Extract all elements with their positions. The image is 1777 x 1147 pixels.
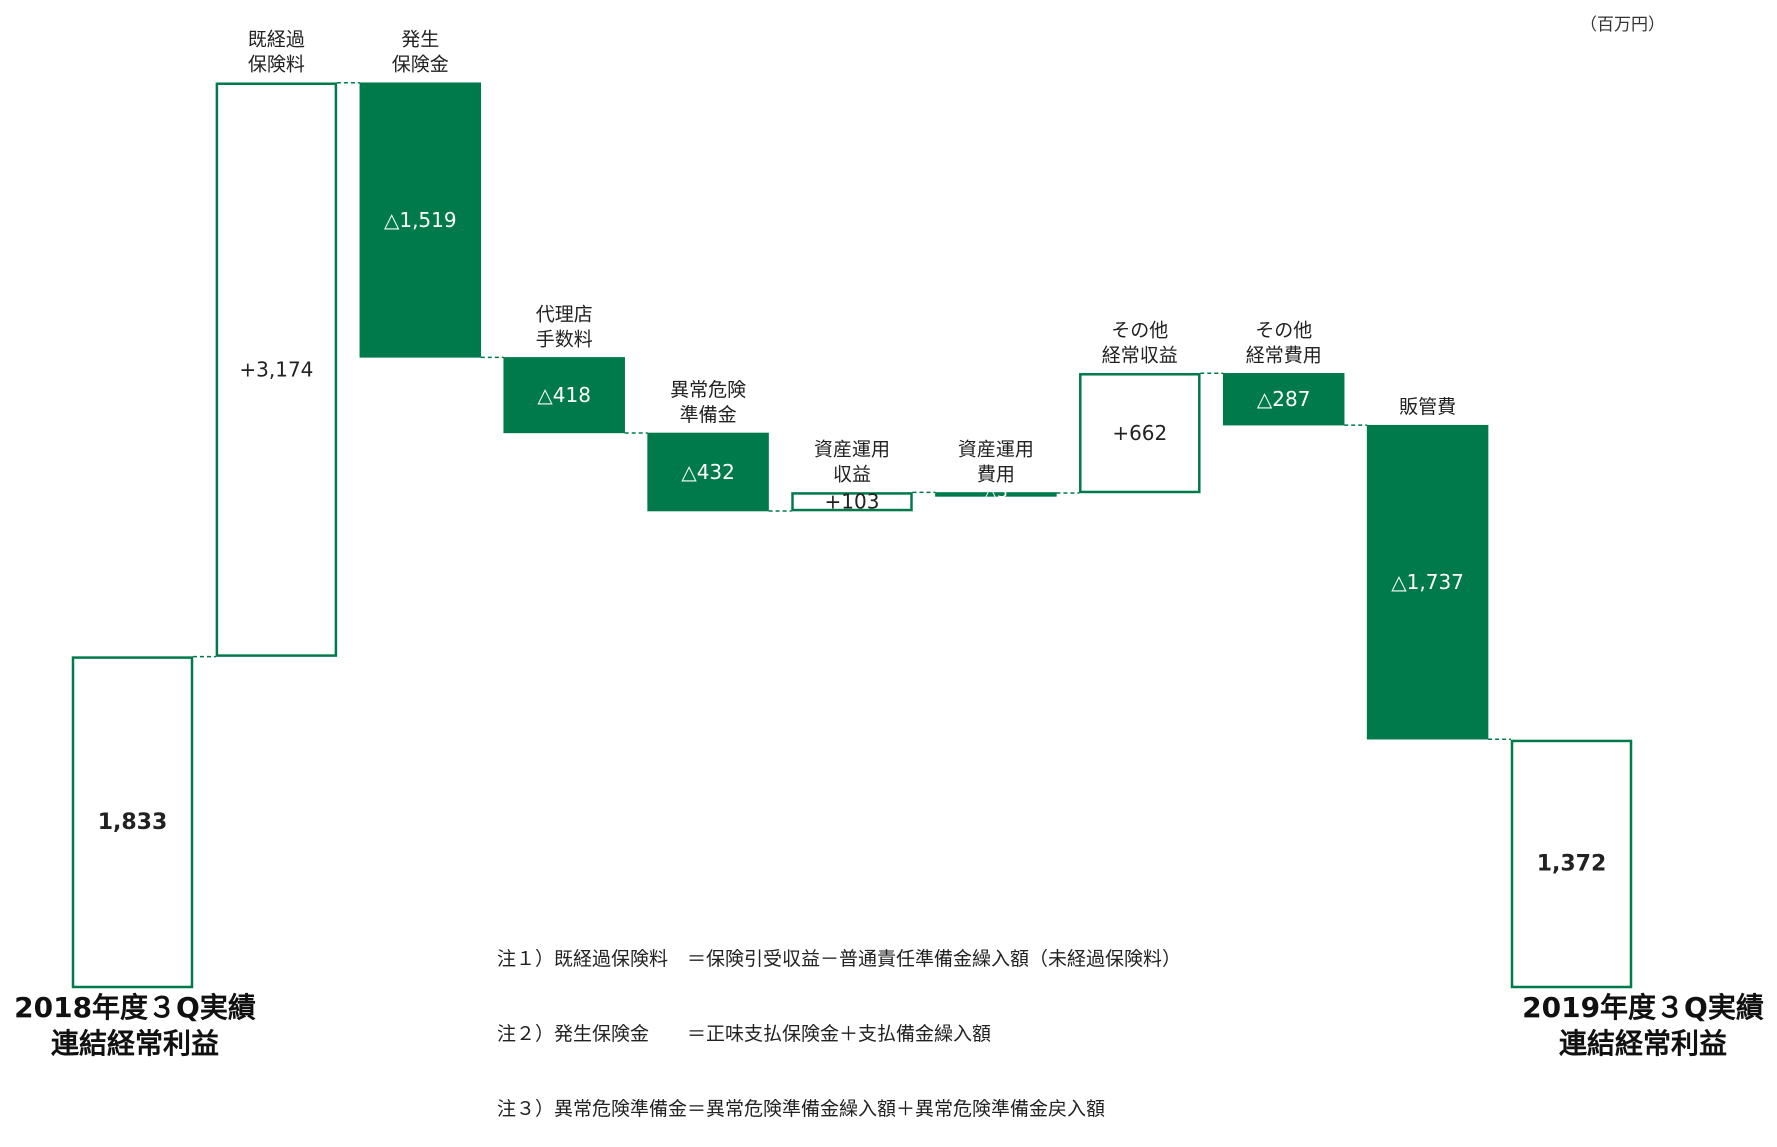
category-label-6-0: 資産運用 <box>958 438 1034 460</box>
value-label-9: △1,737 <box>1391 570 1464 594</box>
category-label-8-1: 経常費用 <box>1246 344 1322 366</box>
bar-3 <box>503 357 625 434</box>
end-total-label-line-1: 2019年度３Q実績 <box>1522 991 1764 1024</box>
value-label-2: △1,519 <box>384 208 457 232</box>
value-label-10: 1,372 <box>1537 851 1607 876</box>
footnote-1: 注１）既経過保険料 ＝保険引受収益－普通責任準備金繰入額（未経過保険料） <box>497 948 1182 970</box>
footnote-2: 注２）発生保険金 ＝正味支払保険金＋支払備金繰入額 <box>497 1023 992 1045</box>
end-total-label: 2019年度３Q実績 連結経常利益 <box>1512 990 1774 1062</box>
category-label-6-1: 費用 <box>977 463 1015 485</box>
bar-1 <box>215 82 338 657</box>
unit-label: （百万円） <box>1580 15 1665 35</box>
value-label-1: +3,174 <box>239 358 313 382</box>
value-label-8: △287 <box>1257 387 1311 411</box>
category-label-3-0: 代理店 <box>536 303 593 325</box>
bar-10 <box>1510 739 1633 989</box>
bar-9 <box>1366 424 1489 740</box>
value-label-0: 1,833 <box>98 810 168 835</box>
value-label-6: △3 <box>984 483 1008 503</box>
end-total-label-line-2: 連結経常利益 <box>1558 1027 1727 1060</box>
category-label-5-0: 資産運用 <box>814 438 890 460</box>
footnote-3: 注３）異常危険準備金＝異常危険準備金繰入額＋異常危険準備金戻入額 <box>497 1098 1106 1120</box>
start-total-label: 2018年度３Q実績 連結経常利益 <box>0 990 270 1062</box>
category-label-2-0: 発生 <box>401 29 439 51</box>
start-total-label-line-1: 2018年度３Q実績 <box>14 991 256 1024</box>
bar-2 <box>359 82 482 358</box>
value-label-4: △432 <box>681 460 735 484</box>
footnotes: 注１）既経過保険料 ＝保険引受収益－普通責任準備金繰入額（未経過保険料） 注２）… <box>497 897 1181 1147</box>
bar-5 <box>791 492 913 512</box>
category-label-1-0: 既経過 <box>248 29 305 51</box>
category-label-4-1: 準備金 <box>680 404 737 426</box>
start-total-label-line-2: 連結経常利益 <box>50 1027 219 1060</box>
bar-7 <box>1079 373 1201 494</box>
bar-8 <box>1222 373 1345 426</box>
category-label-5-1: 収益 <box>833 463 871 485</box>
bar-4 <box>647 432 769 512</box>
value-label-5: +103 <box>825 490 880 514</box>
category-label-7-1: 経常収益 <box>1102 344 1178 366</box>
category-label-8-0: その他 <box>1255 319 1312 341</box>
bar-0 <box>71 656 194 989</box>
category-label-7-0: その他 <box>1111 319 1168 341</box>
category-label-4-0: 異常危険 <box>670 379 746 401</box>
category-label-1-1: 保険料 <box>248 54 305 76</box>
category-label-2-1: 保険金 <box>392 54 449 76</box>
bar-6 <box>935 492 1057 497</box>
value-label-7: +662 <box>1112 421 1167 445</box>
category-label-9-0: 販管費 <box>1399 396 1456 418</box>
category-label-3-1: 手数料 <box>536 328 593 350</box>
value-label-3: △418 <box>537 383 591 407</box>
